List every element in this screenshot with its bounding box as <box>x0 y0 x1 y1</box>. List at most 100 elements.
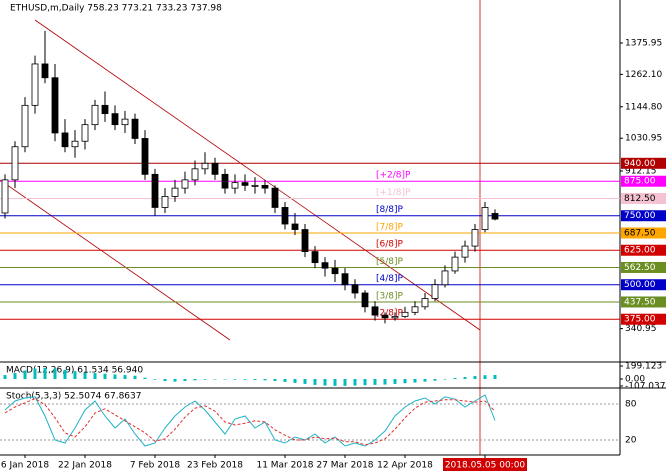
candle-body <box>71 140 79 148</box>
macd-bar <box>93 373 97 380</box>
level-label-box <box>621 244 666 256</box>
level-tag: [7/8]P <box>376 222 404 232</box>
macd-bar <box>493 374 497 380</box>
cursor-date-box <box>443 458 527 471</box>
candle-body <box>281 207 289 225</box>
level-label: 940.00 <box>624 159 656 169</box>
level-tag: [4/8]P <box>376 274 404 284</box>
level-label-box <box>621 175 666 187</box>
x-tick-label: 23 Feb 2018 <box>187 461 243 471</box>
candle-body <box>441 270 449 286</box>
level-label: 500.00 <box>624 280 656 290</box>
macd-bar <box>3 375 7 380</box>
level-tag: [5/8]P <box>376 257 404 267</box>
candle-body <box>151 173 159 208</box>
macd-bar <box>443 379 447 380</box>
level-label-box <box>621 227 666 239</box>
candle-body <box>61 132 69 148</box>
macd-bar <box>383 379 387 385</box>
candle-body <box>261 184 269 189</box>
candle-body <box>201 162 209 170</box>
candle-body <box>341 273 349 286</box>
macd-bar <box>173 379 177 382</box>
candle-body <box>331 267 339 275</box>
macd-bar <box>353 379 357 386</box>
candle-body <box>211 162 219 175</box>
candle-body <box>101 104 109 115</box>
macd-bar <box>73 371 77 380</box>
y-tick-label: 199.123 <box>625 362 662 372</box>
level-tag: [8/8]P <box>376 205 404 215</box>
candle-body <box>351 284 359 294</box>
y-tick-label: 1375.95 <box>625 38 662 48</box>
candle-body <box>171 187 179 197</box>
macd-bar <box>323 379 327 386</box>
candle-body <box>291 223 299 230</box>
level-tag: [6/8]P <box>376 240 404 250</box>
candle-body <box>221 173 229 189</box>
level-label: 375.00 <box>624 315 656 325</box>
macd-bar <box>163 379 167 381</box>
x-tick-label: 22 Jan 2018 <box>58 461 112 471</box>
candle-body <box>381 314 389 319</box>
x-tick-label: 6 Jan 2018 <box>1 461 49 471</box>
macd-bar <box>473 376 477 380</box>
macd-bar <box>53 368 57 380</box>
macd-bar <box>423 379 427 382</box>
macd-bar <box>63 369 67 380</box>
macd-bar <box>243 379 247 380</box>
macd-bar <box>303 379 307 384</box>
level-label: 562.50 <box>624 263 656 273</box>
candle-body <box>41 63 49 79</box>
y-tick-label: 1262.10 <box>625 70 662 80</box>
candle-body <box>91 104 99 126</box>
macd-bar <box>113 374 117 380</box>
macd-bar <box>143 377 147 380</box>
macd-bar <box>193 379 197 381</box>
macd-bar <box>413 379 417 383</box>
y-tick-label: 912.15 <box>625 166 657 176</box>
candle-body <box>1 179 9 214</box>
macd-bar <box>203 379 207 380</box>
macd-bar <box>33 368 37 380</box>
candle-body <box>141 138 149 175</box>
macd-bar <box>333 379 337 386</box>
level-label-box <box>621 192 666 204</box>
candle-body <box>361 292 369 308</box>
candle-body <box>111 113 119 126</box>
macd-bar <box>403 379 407 384</box>
macd-title: MACD(12,26,9) 61.534 56.940 <box>6 366 143 376</box>
macd-bar <box>453 378 457 380</box>
x-tick-label: 27 Mar 2018 <box>316 461 373 471</box>
y-tick-label: -107.037 <box>625 382 665 392</box>
level-label: 625.00 <box>624 246 656 256</box>
candle-body <box>451 256 459 272</box>
macd-bar <box>123 375 127 380</box>
level-label: 750.00 <box>624 211 656 221</box>
trend-channel <box>0 179 231 341</box>
y-tick-label: 1030.95 <box>625 134 662 144</box>
candle-body <box>251 184 259 187</box>
candle-body <box>161 196 169 208</box>
level-tag: [2/8]P <box>376 309 404 319</box>
candle-body <box>131 118 139 139</box>
macd-bar <box>263 379 267 381</box>
macd-bar <box>273 379 277 381</box>
x-tick-label: 2018.05.05 00:00 <box>445 461 526 471</box>
macd-bar <box>463 377 467 380</box>
macd-bar <box>373 379 377 385</box>
level-label: 687.50 <box>624 228 656 238</box>
macd-bar <box>433 379 437 381</box>
candle-body <box>231 182 239 189</box>
macd-bar <box>213 379 217 380</box>
trend-channel <box>34 19 481 331</box>
macd-bar <box>393 379 397 384</box>
candle-body <box>241 182 249 186</box>
candle-body <box>311 251 319 264</box>
candle-body <box>461 245 469 258</box>
x-tick-label: 11 Mar 2018 <box>256 461 313 471</box>
level-label-box <box>621 296 666 308</box>
macd-bar <box>223 379 227 380</box>
